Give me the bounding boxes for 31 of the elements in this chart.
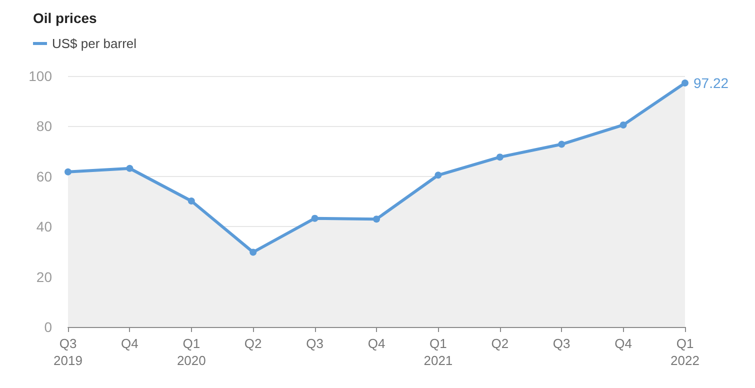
point bbox=[558, 140, 566, 148]
y-tick-label: 100 bbox=[28, 68, 52, 84]
x-tick-label: Q2 bbox=[491, 336, 509, 351]
x-tick-label: Q3 bbox=[552, 336, 570, 351]
x-tick-label: Q1 2021 bbox=[424, 336, 453, 368]
legend-label: US$ per barrel bbox=[52, 36, 137, 51]
x-tick-label: Q4 bbox=[121, 336, 138, 351]
y-tick-label: 0 bbox=[44, 319, 52, 335]
point bbox=[682, 79, 688, 86]
y-tick-label: 40 bbox=[36, 218, 52, 235]
y-tick-label: 60 bbox=[36, 168, 52, 184]
point bbox=[311, 214, 318, 222]
chart-title: Oil prices bbox=[33, 10, 98, 26]
point bbox=[126, 164, 134, 172]
point bbox=[496, 154, 504, 161]
x-tick-label: Q1 2022 bbox=[670, 336, 700, 368]
x-tick-label: Q3 bbox=[306, 336, 324, 351]
point bbox=[188, 198, 195, 204]
point bbox=[250, 248, 257, 256]
x-tick-label: Q2 bbox=[244, 336, 262, 351]
point bbox=[620, 121, 627, 128]
point bbox=[373, 216, 380, 223]
y-tick-label: 80 bbox=[36, 118, 52, 134]
data-label: 97.22 bbox=[694, 74, 729, 91]
x-tick-label: Q3 2019 bbox=[54, 336, 82, 368]
point bbox=[64, 168, 72, 176]
point bbox=[434, 172, 442, 179]
y-tick-label: 20 bbox=[36, 268, 52, 285]
x-tick-label: Q1 2020 bbox=[176, 336, 206, 368]
x-tick-label: Q4 bbox=[368, 336, 386, 351]
x-tick-label: Q4 bbox=[614, 336, 632, 351]
